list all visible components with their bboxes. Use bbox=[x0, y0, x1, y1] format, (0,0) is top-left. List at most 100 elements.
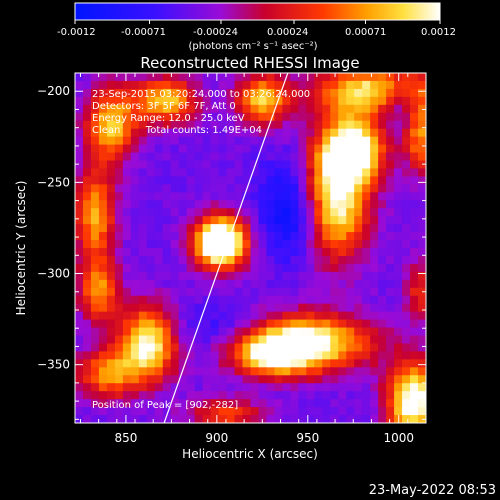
heatmap-cell bbox=[346, 335, 355, 345]
heatmap-cell bbox=[234, 152, 244, 162]
heatmap-cell bbox=[106, 216, 116, 225]
heatmap-cell bbox=[234, 399, 244, 408]
heatmap-cell bbox=[106, 240, 116, 249]
heatmap-cell bbox=[98, 232, 108, 241]
heatmap-cell bbox=[290, 359, 299, 368]
heatmap-cell bbox=[330, 104, 339, 114]
heatmap-cell bbox=[362, 399, 371, 408]
heatmap-cell bbox=[122, 359, 132, 368]
heatmap-cell bbox=[258, 240, 268, 249]
heatmap-cell bbox=[186, 192, 196, 201]
heatmap-cell bbox=[154, 80, 164, 90]
heatmap-cell bbox=[258, 327, 268, 337]
heatmap-cell bbox=[234, 232, 244, 241]
heatmap-cell bbox=[186, 359, 196, 368]
heatmap-cell bbox=[218, 216, 228, 225]
heatmap-cell bbox=[322, 232, 331, 241]
heatmap-cell bbox=[186, 184, 196, 193]
heatmap-cell bbox=[210, 383, 220, 392]
heatmap-cell bbox=[170, 208, 180, 217]
heatmap-cell bbox=[250, 216, 260, 225]
heatmap-cell bbox=[122, 383, 132, 392]
heatmap-cell bbox=[75, 351, 84, 360]
heatmap-cell bbox=[170, 224, 180, 233]
heatmap-cell bbox=[266, 351, 276, 360]
heatmap-cell bbox=[146, 399, 156, 408]
heatmap-cell bbox=[210, 168, 220, 177]
heatmap-cell bbox=[154, 192, 164, 201]
heatmap-cell bbox=[130, 319, 140, 329]
heatmap-cell bbox=[282, 335, 291, 345]
heatmap-cell bbox=[282, 367, 291, 376]
heatmap-cell bbox=[338, 383, 347, 392]
heatmap-cell bbox=[106, 224, 116, 233]
heatmap-cell bbox=[242, 415, 252, 423]
heatmap-cell bbox=[162, 343, 172, 352]
heatmap-cell bbox=[266, 248, 276, 257]
heatmap-cell bbox=[226, 415, 236, 423]
heatmap-cell bbox=[330, 88, 339, 98]
heatmap-cell bbox=[418, 359, 426, 368]
heatmap-cell bbox=[90, 136, 100, 146]
heatmap-cell bbox=[362, 112, 371, 122]
colorbar-gradient bbox=[74, 2, 441, 21]
heatmap-cell bbox=[242, 232, 252, 241]
heatmap-cell bbox=[234, 359, 244, 368]
heatmap-cell bbox=[314, 240, 323, 249]
heatmap-cell bbox=[194, 248, 204, 257]
heatmap-cell bbox=[330, 407, 339, 416]
heatmap-cell bbox=[322, 263, 331, 273]
heatmap-cell bbox=[362, 144, 371, 154]
heatmap-cell bbox=[146, 279, 156, 289]
heatmap-cell bbox=[242, 367, 252, 376]
heatmap-cell bbox=[274, 295, 284, 305]
heatmap-cell bbox=[354, 319, 363, 329]
heatmap-cell bbox=[394, 232, 403, 241]
heatmap-cell bbox=[242, 192, 252, 201]
heatmap-cell bbox=[106, 208, 116, 217]
heatmap-cell bbox=[394, 96, 403, 106]
heatmap-cell bbox=[322, 295, 331, 305]
heatmap-cell bbox=[82, 120, 92, 130]
heatmap-cell bbox=[330, 216, 339, 225]
heatmap-cell bbox=[226, 136, 236, 146]
timestamp: 23-May-2022 08:53 bbox=[369, 483, 496, 498]
heatmap-cell bbox=[202, 176, 212, 185]
heatmap-cell bbox=[226, 240, 236, 249]
heatmap-cell bbox=[234, 407, 244, 416]
heatmap-cell bbox=[274, 311, 284, 321]
heatmap-cell bbox=[106, 335, 116, 345]
heatmap-cell bbox=[386, 160, 395, 170]
heatmap-cell bbox=[330, 287, 339, 297]
heatmap-cell bbox=[154, 359, 164, 368]
heatmap-cell bbox=[282, 88, 291, 98]
heatmap-cell bbox=[402, 192, 411, 201]
heatmap-cell bbox=[162, 224, 172, 233]
heatmap-cell bbox=[98, 311, 108, 321]
heatmap-cell bbox=[338, 255, 347, 265]
heatmap-cell bbox=[210, 391, 220, 400]
heatmap-cell bbox=[194, 399, 204, 408]
heatmap-cell bbox=[274, 168, 284, 177]
heatmap-cell bbox=[218, 160, 228, 170]
heatmap-cell bbox=[146, 367, 156, 376]
heatmap-cell bbox=[194, 104, 204, 114]
heatmap-cell bbox=[82, 343, 92, 352]
heatmap-cell bbox=[330, 208, 339, 217]
heatmap-cell bbox=[274, 200, 284, 209]
heatmap-cell bbox=[322, 335, 331, 345]
heatmap-cell bbox=[370, 367, 379, 376]
heatmap-cell bbox=[410, 104, 419, 114]
heatmap-cell bbox=[82, 104, 92, 114]
heatmap-cell bbox=[298, 279, 307, 289]
heatmap-cell bbox=[194, 208, 204, 217]
heatmap-cell bbox=[98, 303, 108, 313]
heatmap-cell bbox=[266, 88, 276, 98]
heatmap-cell bbox=[378, 375, 387, 384]
heatmap-cell bbox=[98, 375, 108, 384]
heatmap-cell bbox=[338, 152, 347, 162]
heatmap-cell bbox=[298, 248, 307, 257]
heatmap-cell bbox=[162, 415, 172, 423]
heatmap-cell bbox=[82, 319, 92, 329]
heatmap-cell bbox=[386, 176, 395, 185]
